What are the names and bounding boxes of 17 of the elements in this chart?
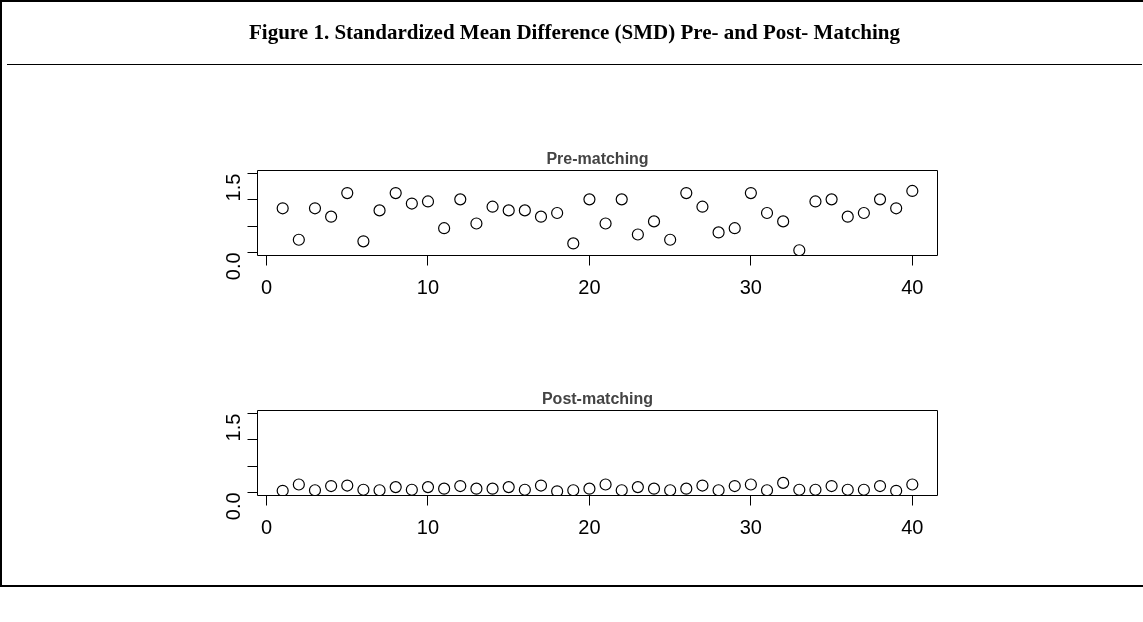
x-tick-label: 20 — [578, 275, 601, 298]
x-tick-label: 40 — [901, 515, 924, 538]
x-tick-label: 30 — [739, 275, 762, 298]
y-tick-label: 1.5 — [222, 413, 245, 442]
x-tick-label: 10 — [416, 515, 440, 538]
chart-title: Pre-matching — [546, 149, 649, 167]
y-tick-label: 1.5 — [222, 173, 245, 202]
y-tick-label: 0.0 — [222, 252, 245, 281]
x-tick-label: 40 — [901, 275, 924, 298]
x-tick-label: 30 — [739, 515, 762, 538]
y-tick-label: 0.0 — [222, 492, 245, 521]
x-tick-label: 0 — [260, 275, 273, 298]
x-tick-label: 10 — [416, 275, 440, 298]
caption: Figure 1. Standardized Mean Difference (SMD) Pre- and Post- Matching — [249, 19, 900, 46]
chart-title: Post-matching — [541, 389, 654, 407]
x-tick-label: 20 — [578, 515, 601, 538]
x-tick-label: 0 — [260, 515, 273, 538]
